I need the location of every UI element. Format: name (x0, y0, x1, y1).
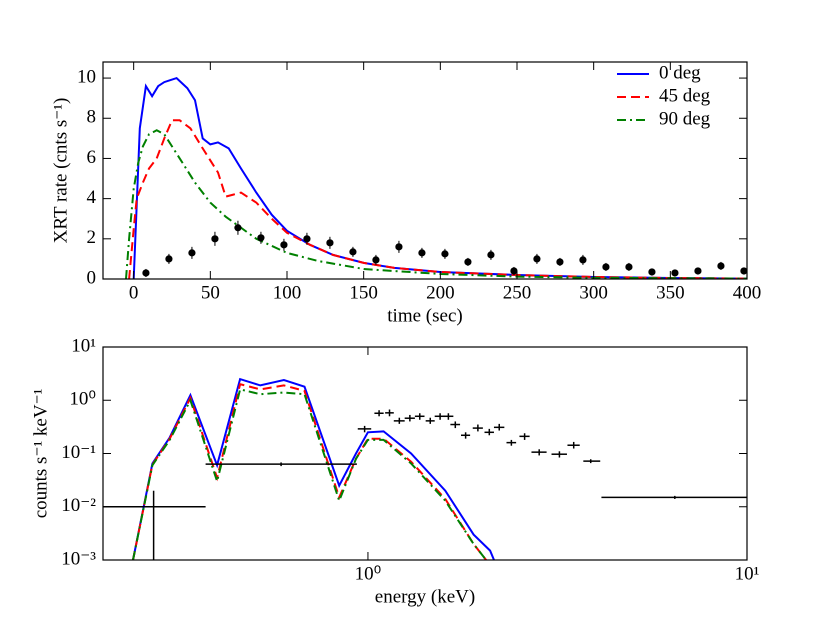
x-tick-label: 0 (129, 282, 139, 303)
axes-frame (102, 61, 748, 280)
x-tick-label: 300 (579, 282, 608, 303)
x-tick-label: 150 (349, 282, 378, 303)
y-tick-label: 2 (87, 227, 97, 248)
x-tick-label: 350 (656, 282, 685, 303)
y-axis-label: counts s⁻¹ keV⁻¹ (30, 388, 51, 518)
x-tick-label: 100 (273, 282, 302, 303)
data-point (303, 235, 311, 243)
y-tick-label: 10⁻¹ (61, 442, 96, 463)
data-point (234, 224, 242, 232)
data-point (188, 249, 196, 257)
data-point (211, 235, 219, 243)
data-point (740, 267, 747, 275)
data-point (625, 263, 633, 271)
y-tick-label: 8 (87, 107, 97, 128)
data-point (717, 262, 725, 270)
x-tick-label: 400 (733, 282, 762, 303)
y-tick-label: 10⁻² (61, 495, 96, 516)
data-point (671, 269, 679, 277)
data-point (556, 258, 564, 266)
data-point (464, 258, 472, 266)
data-point (280, 241, 288, 249)
y-tick-label: 6 (87, 147, 97, 168)
plot-area (103, 377, 747, 560)
data-line (125, 129, 747, 279)
data-point (487, 251, 495, 259)
data-point (510, 267, 518, 275)
plot-area (125, 76, 747, 279)
data-point (441, 250, 449, 258)
y-tick-label: 10⁻³ (61, 548, 96, 569)
x-tick-label: 250 (503, 282, 532, 303)
data-point (602, 263, 610, 271)
y-tick-label: 0 (87, 267, 97, 288)
x-tick-label: 10⁰ (355, 563, 382, 584)
data-point (533, 255, 541, 263)
data-point (372, 256, 380, 264)
y-tick-label: 10 (77, 66, 96, 87)
data-line (128, 119, 747, 279)
data-point (165, 255, 173, 263)
axes-frame (102, 346, 748, 561)
data-point (694, 267, 702, 275)
data-point (418, 249, 426, 257)
data-point (142, 269, 150, 277)
data-point (579, 256, 587, 264)
y-axis-label: XRT rate (cnts s⁻¹) (50, 98, 71, 244)
x-tick-label: 200 (426, 282, 455, 303)
x-tick-label: 50 (201, 282, 220, 303)
legend-label: 90 deg (659, 108, 711, 129)
data-point (257, 234, 265, 242)
y-tick-label: 10¹ (71, 335, 96, 356)
legend-label: 0 deg (659, 62, 701, 83)
y-tick-label: 4 (87, 187, 97, 208)
data-point (349, 248, 357, 256)
data-point (395, 243, 403, 251)
data-point (326, 239, 334, 247)
data-line (132, 388, 487, 560)
x-axis-label: energy (keV) (375, 586, 475, 607)
y-tick-label: 10⁰ (69, 389, 96, 410)
data-point (648, 268, 656, 276)
data-line (132, 377, 495, 560)
x-axis-label: time (sec) (387, 305, 462, 326)
data-line (132, 76, 747, 279)
x-tick-label: 10¹ (735, 563, 760, 584)
legend-label: 45 deg (659, 85, 711, 106)
